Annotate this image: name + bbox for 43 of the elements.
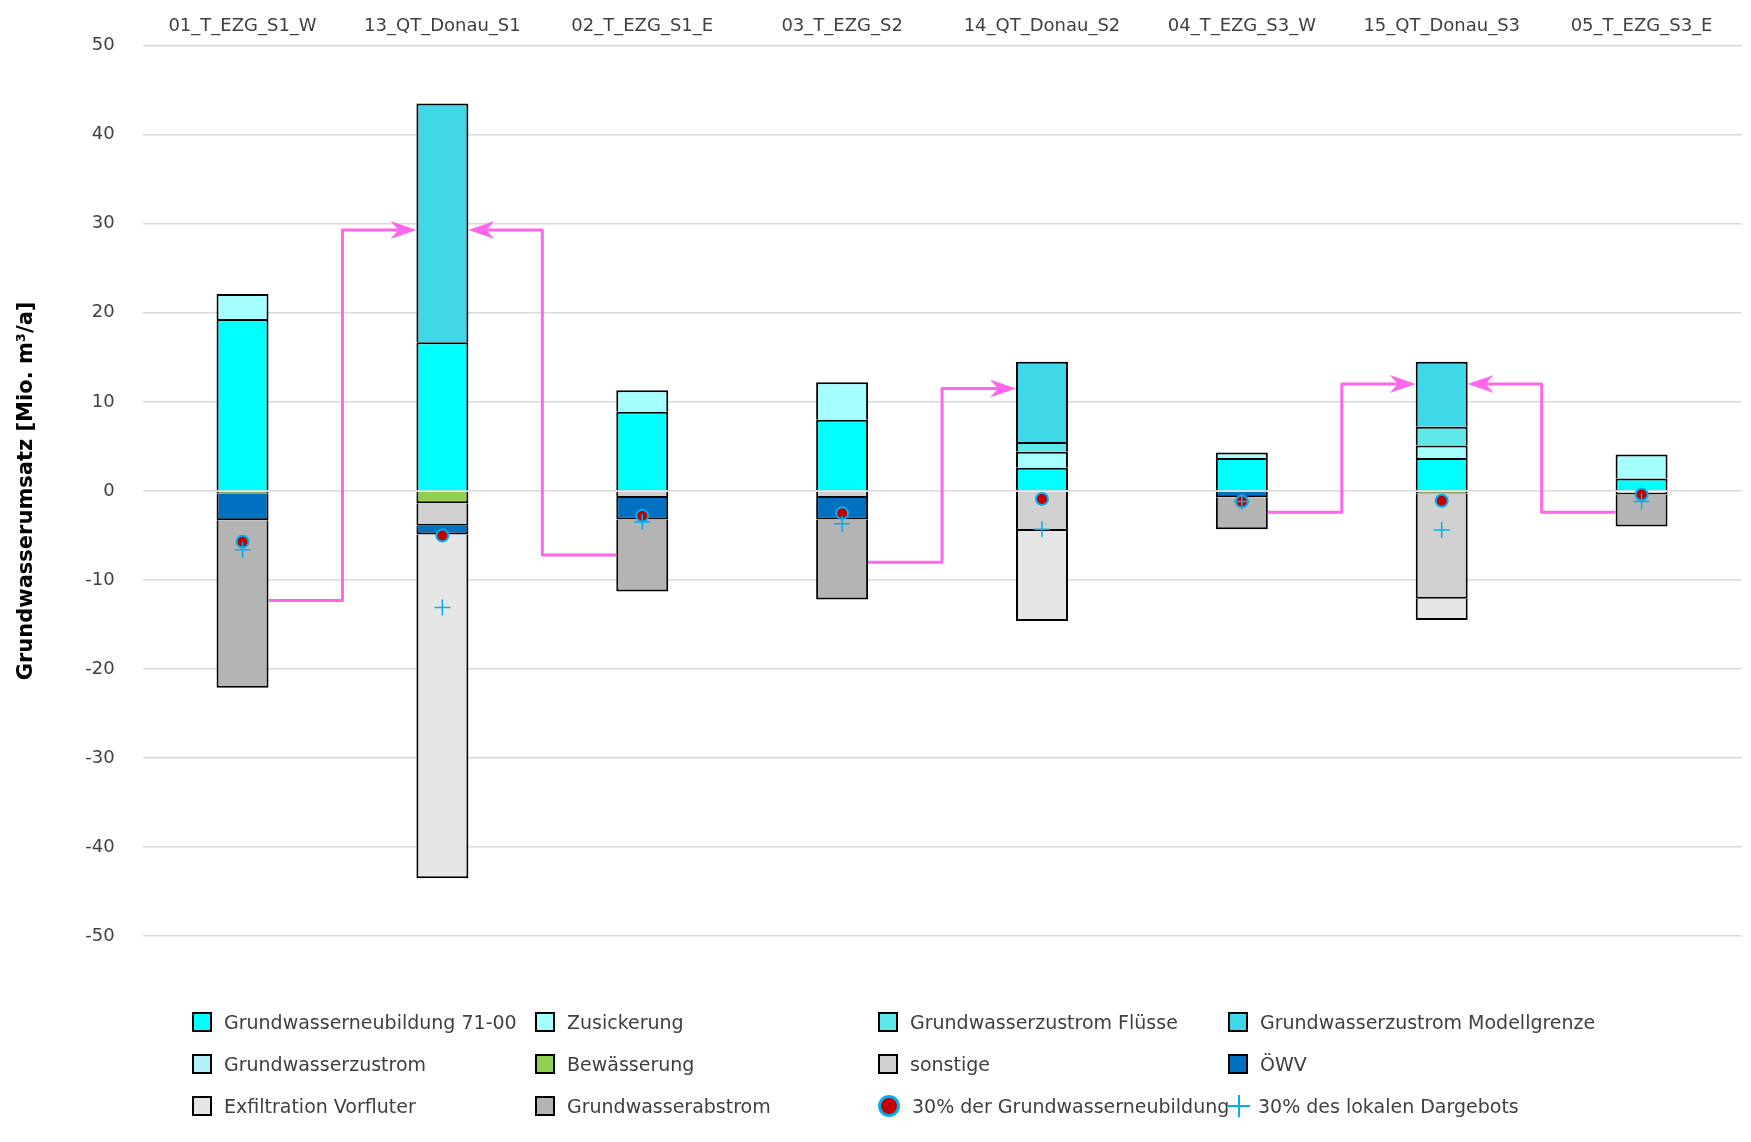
legend-label: Grundwasserneubildung 71-00 — [224, 1011, 517, 1033]
point — [1033, 520, 1051, 538]
y-tick-label: -30 — [85, 745, 115, 767]
x-tick-label: 14_QT_Donau_S2 — [963, 14, 1121, 37]
point — [435, 528, 450, 543]
legend-label: Grundwasserabstrom — [567, 1095, 771, 1117]
y-tick-label: -20 — [85, 656, 115, 678]
y-tick-label: -10 — [85, 567, 115, 589]
x-tick-label: 15_QT_Donau_S3 — [1363, 14, 1521, 37]
x-tick-label: 01_T_EZG_S1_W — [168, 14, 317, 37]
x-tick-label: 13_QT_Donau_S1 — [364, 14, 521, 37]
point — [833, 515, 851, 533]
point — [433, 598, 452, 617]
legend-label: Bewässerung — [567, 1053, 695, 1075]
legend-label: sonstige — [910, 1053, 990, 1075]
point — [633, 513, 652, 531]
y-axis-title: Grundwasserumsatz [Mio. m³/a] — [13, 301, 38, 681]
legend-label: Grundwasserzustrom Modellgrenze — [1260, 1011, 1596, 1033]
point — [1034, 491, 1049, 506]
y-tick-label: 40 — [91, 122, 115, 144]
point — [233, 540, 252, 559]
point — [1634, 487, 1649, 502]
legend-label: 30% der Grundwasserneubildung — [912, 1095, 1230, 1117]
legend-label: ÖWV — [1260, 1053, 1307, 1075]
y-tick-label: 20 — [91, 300, 115, 322]
legend-label: Grundwasserzustrom — [224, 1053, 427, 1075]
y-tick-label: 30 — [91, 211, 115, 233]
y-tick-label: 0 — [103, 478, 115, 500]
x-tick-label: 03_T_EZG_S2 — [781, 14, 903, 37]
legend-label: 30% des lokalen Dargebots — [1258, 1095, 1519, 1117]
point — [1432, 521, 1451, 539]
x-tick-label: 05_T_EZG_S3_E — [1570, 14, 1713, 37]
point — [235, 534, 250, 549]
y-tick-label: 10 — [91, 389, 115, 411]
legend-label: Grundwasserzustrom Flüsse — [910, 1011, 1178, 1033]
y-tick-label: -40 — [85, 834, 115, 856]
point — [1434, 493, 1449, 508]
x-tick-label: 02_T_EZG_S1_E — [571, 14, 714, 37]
legend-label: Exfiltration Vorfluter — [224, 1095, 416, 1117]
y-tick-label: -50 — [85, 923, 115, 945]
x-tick-label: 04_T_EZG_S3_W — [1167, 14, 1317, 37]
y-tick-label: 50 — [91, 33, 115, 55]
legend-label: Zusickerung — [567, 1011, 684, 1033]
